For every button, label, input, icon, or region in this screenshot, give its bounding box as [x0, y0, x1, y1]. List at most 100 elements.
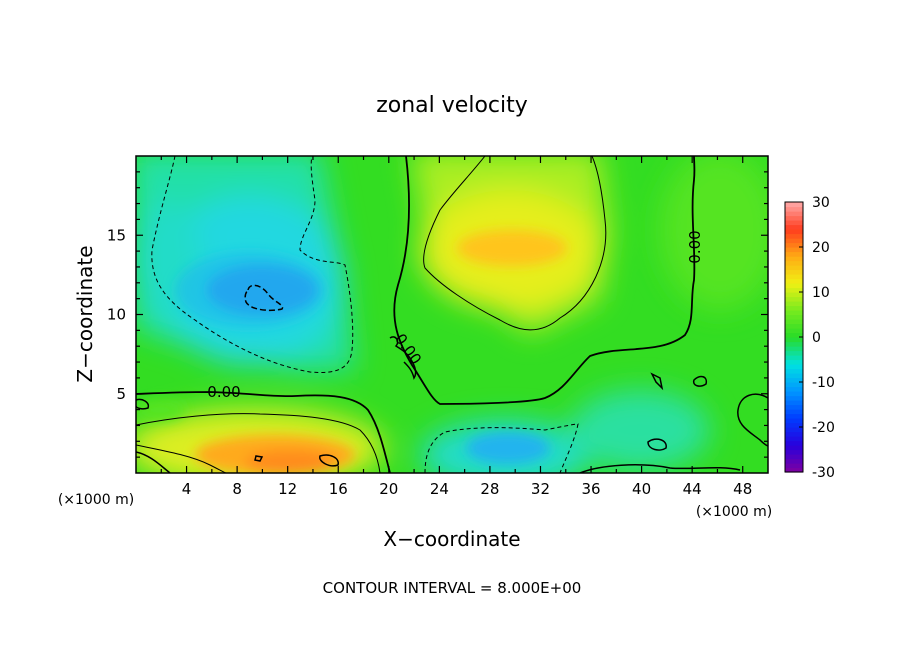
colorbar-label-neg30: -30 [812, 465, 835, 481]
colorbar-cell [785, 229, 803, 235]
chart-title: zonal velocity [376, 93, 528, 118]
x-tick-label-40: 40 [632, 480, 651, 498]
minus16-contour [244, 284, 284, 312]
colorbar-cell [785, 445, 803, 451]
colorbar-cell [785, 391, 803, 397]
colorbar-cell [785, 319, 803, 325]
colorbar-cell [785, 377, 803, 383]
colorbar-cell [785, 436, 803, 442]
plus8-contour-lower [136, 413, 381, 473]
colorbar-cell [785, 269, 803, 275]
colorbar-cell [785, 382, 803, 388]
y-tick-labels: 5 10 15 [107, 226, 126, 403]
colorbar-cell [785, 346, 803, 352]
colorbar-cell [785, 296, 803, 302]
colorbar-cell [785, 260, 803, 266]
colorbar-cell [785, 350, 803, 356]
colorbar-cell [785, 211, 803, 217]
colorbar-cell [785, 373, 803, 379]
colorbar-label-10: 10 [812, 285, 830, 301]
colorbar-cell [785, 400, 803, 406]
colorbar-cell [785, 283, 803, 289]
colorbar-cell [785, 359, 803, 365]
colorbar-cell [785, 314, 803, 320]
colorbar-cell [785, 305, 803, 311]
colorbar-cell [785, 404, 803, 410]
colorbar-cell [785, 202, 803, 208]
colorbar-cell [785, 328, 803, 334]
colorbar-label-neg10: -10 [812, 375, 835, 391]
y-tick-label-10: 10 [107, 306, 126, 324]
colorbar-cell [785, 301, 803, 307]
minus8-contour-upper-left [151, 156, 354, 373]
zero-contour-wiggle [389, 336, 417, 380]
colorbar-cell [785, 431, 803, 437]
x-tick-label-24: 24 [430, 480, 449, 498]
colorbar-cell [785, 251, 803, 257]
green-tint-upper-right [660, 156, 768, 310]
zero-contour-small-left [136, 451, 171, 473]
colorbar-cell [785, 265, 803, 271]
colorbar-cell [785, 463, 803, 469]
zero-contour-middle [393, 156, 696, 405]
x-axis-title: X−coordinate [383, 527, 520, 551]
light-blue-core [175, 252, 325, 328]
colorbar-label-30: 30 [812, 195, 830, 211]
colorbar-cell [785, 467, 803, 473]
heatmap-field [136, 156, 768, 473]
colorbar: 30 20 10 0 -10 -20 -30 [784, 195, 835, 481]
colorbar-cell [785, 287, 803, 293]
colorbar-cell [785, 364, 803, 370]
blue-core-lower-middle [466, 432, 550, 464]
minus8-contour-lower-middle [424, 423, 579, 473]
colorbar-cells [785, 202, 803, 473]
colorbar-cell [785, 386, 803, 392]
x-unit-label-left: (×1000 m) [58, 492, 134, 508]
orange-core-upper-middle [457, 230, 567, 266]
plus8-contour-upper [423, 156, 607, 331]
y-tick-label-5: 5 [116, 385, 126, 403]
x-tick-label-20: 20 [379, 480, 398, 498]
colorbar-label-neg20: -20 [812, 420, 835, 436]
contour-label-lower: 0.00 [207, 383, 240, 401]
colorbar-cell [785, 278, 803, 284]
zero-contour-blob-4 [692, 375, 708, 387]
colorbar-cell [785, 256, 803, 262]
x-tick-label-44: 44 [683, 480, 702, 498]
colorbar-cell [785, 274, 803, 280]
x-tick-label-28: 28 [480, 480, 499, 498]
zero-contour-blob-5 [650, 372, 664, 391]
zero-contour-blob-2 [254, 455, 264, 462]
colorbar-cell [785, 310, 803, 316]
colorbar-cell [785, 242, 803, 248]
colorbar-cell [785, 341, 803, 347]
colorbar-cell [785, 337, 803, 343]
colorbar-cell [785, 418, 803, 424]
x-tick-label-48: 48 [733, 480, 752, 498]
colorbar-cell [785, 355, 803, 361]
red-orange-core [245, 450, 335, 473]
x-unit-label-right: (×1000 m) [696, 504, 772, 520]
x-tick-label-16: 16 [329, 480, 348, 498]
zero-contour-lower [136, 391, 391, 473]
contour-interval-note: CONTOUR INTERVAL = 8.000E+00 [323, 579, 582, 597]
x-tick-label-4: 4 [182, 480, 192, 498]
colorbar-cell [785, 292, 803, 298]
colorbar-ticks [799, 201, 803, 473]
cyan-tint-lower-right [570, 390, 710, 470]
plus8-contour-lower-left [136, 444, 227, 473]
contour-label-right: 0.00 [686, 230, 704, 263]
x-tick-label-8: 8 [232, 480, 242, 498]
zero-contour-blob-1 [319, 454, 339, 467]
y-tick-label-15: 15 [107, 226, 126, 244]
colorbar-cell [785, 368, 803, 374]
colorbar-label-20: 20 [812, 240, 830, 256]
green-strip-left [136, 400, 185, 420]
colorbar-cell [785, 427, 803, 433]
colorbar-cell [785, 206, 803, 212]
y-axis-title: Z−coordinate [73, 245, 97, 382]
x-tick-labels: 4 8 12 16 20 24 28 32 36 40 44 48 [182, 480, 752, 498]
colorbar-cell [785, 215, 803, 221]
colorbar-cell [785, 395, 803, 401]
colorbar-cell [785, 224, 803, 230]
